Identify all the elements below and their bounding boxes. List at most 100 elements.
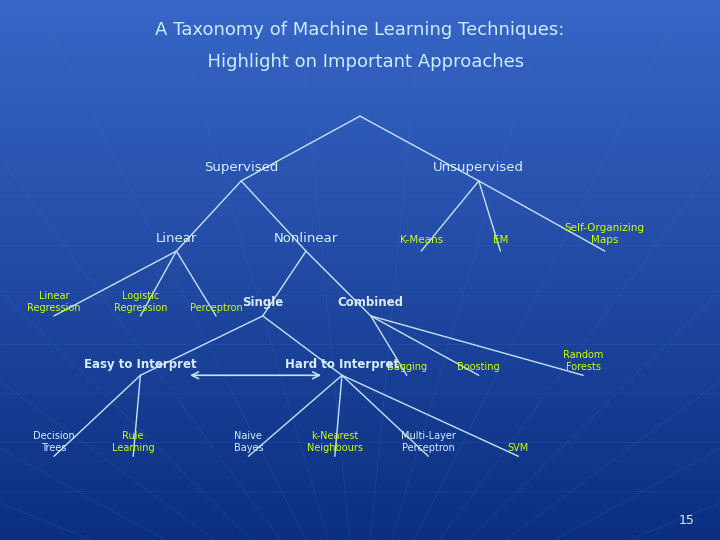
Text: Hard to Interpret: Hard to Interpret	[285, 358, 399, 371]
Bar	[0, 329, 720, 332]
Bar	[0, 254, 720, 256]
Bar	[0, 230, 720, 232]
Bar	[0, 11, 720, 14]
Bar	[0, 119, 720, 122]
Bar	[0, 105, 720, 108]
Bar	[0, 151, 720, 154]
Bar	[0, 224, 720, 227]
Bar	[0, 176, 720, 178]
Text: Linear: Linear	[156, 232, 197, 245]
Bar	[0, 248, 720, 251]
Bar	[0, 313, 720, 316]
Bar	[0, 32, 720, 35]
Bar	[0, 49, 720, 51]
Bar	[0, 267, 720, 270]
Bar	[0, 143, 720, 146]
Bar	[0, 367, 720, 370]
Bar	[0, 167, 720, 170]
Bar	[0, 532, 720, 535]
Bar	[0, 316, 720, 319]
Bar	[0, 103, 720, 105]
Bar	[0, 100, 720, 103]
Bar	[0, 343, 720, 346]
Bar	[0, 494, 720, 497]
Text: Multi-Layer
Perceptron: Multi-Layer Perceptron	[401, 431, 456, 453]
Bar	[0, 30, 720, 32]
Bar	[0, 278, 720, 281]
Bar	[0, 73, 720, 76]
Bar	[0, 370, 720, 373]
Bar	[0, 451, 720, 454]
Bar	[0, 362, 720, 364]
Bar	[0, 116, 720, 119]
Bar	[0, 524, 720, 526]
Text: Combined: Combined	[338, 296, 404, 309]
Bar	[0, 340, 720, 343]
Bar	[0, 408, 720, 410]
Bar	[0, 292, 720, 294]
Bar	[0, 286, 720, 289]
Bar	[0, 275, 720, 278]
Bar	[0, 262, 720, 265]
Bar	[0, 394, 720, 397]
Bar	[0, 456, 720, 459]
Bar	[0, 0, 720, 3]
Bar	[0, 513, 720, 516]
Bar	[0, 294, 720, 297]
Bar	[0, 338, 720, 340]
Text: Rule
Learning: Rule Learning	[112, 431, 155, 453]
Text: Decision
Trees: Decision Trees	[33, 431, 75, 453]
Bar	[0, 497, 720, 500]
Text: Random
Forests: Random Forests	[563, 350, 603, 372]
Bar	[0, 392, 720, 394]
Bar	[0, 40, 720, 43]
Bar	[0, 256, 720, 259]
Bar	[0, 321, 720, 324]
Bar	[0, 8, 720, 11]
Bar	[0, 381, 720, 383]
Bar	[0, 475, 720, 478]
Bar	[0, 402, 720, 405]
Bar	[0, 94, 720, 97]
Bar	[0, 3, 720, 5]
Bar	[0, 327, 720, 329]
Bar	[0, 305, 720, 308]
Bar	[0, 159, 720, 162]
Bar	[0, 62, 720, 65]
Bar	[0, 297, 720, 300]
Bar	[0, 65, 720, 68]
Bar	[0, 310, 720, 313]
Bar	[0, 508, 720, 510]
Bar	[0, 300, 720, 302]
Bar	[0, 478, 720, 481]
Bar	[0, 54, 720, 57]
Bar	[0, 443, 720, 445]
Bar	[0, 378, 720, 381]
Text: A Taxonomy of Machine Learning Techniques:: A Taxonomy of Machine Learning Technique…	[156, 21, 564, 39]
Bar	[0, 462, 720, 464]
Bar	[0, 16, 720, 19]
Bar	[0, 24, 720, 27]
Bar	[0, 189, 720, 192]
Bar	[0, 92, 720, 94]
Text: Highlight on Important Approaches: Highlight on Important Approaches	[196, 53, 524, 71]
Bar	[0, 481, 720, 483]
Bar	[0, 154, 720, 157]
Text: Nonlinear: Nonlinear	[274, 232, 338, 245]
Bar	[0, 162, 720, 165]
Bar	[0, 416, 720, 418]
Bar	[0, 421, 720, 424]
Text: SVM: SVM	[508, 443, 529, 453]
Bar	[0, 356, 720, 359]
Text: Linear
Regression: Linear Regression	[27, 291, 81, 313]
Bar	[0, 432, 720, 435]
Bar	[0, 383, 720, 386]
Bar	[0, 238, 720, 240]
Bar	[0, 373, 720, 375]
Text: Bagging: Bagging	[387, 362, 427, 372]
Bar	[0, 111, 720, 113]
Bar	[0, 140, 720, 143]
Text: Single: Single	[242, 296, 284, 309]
Bar	[0, 194, 720, 197]
Bar	[0, 346, 720, 348]
